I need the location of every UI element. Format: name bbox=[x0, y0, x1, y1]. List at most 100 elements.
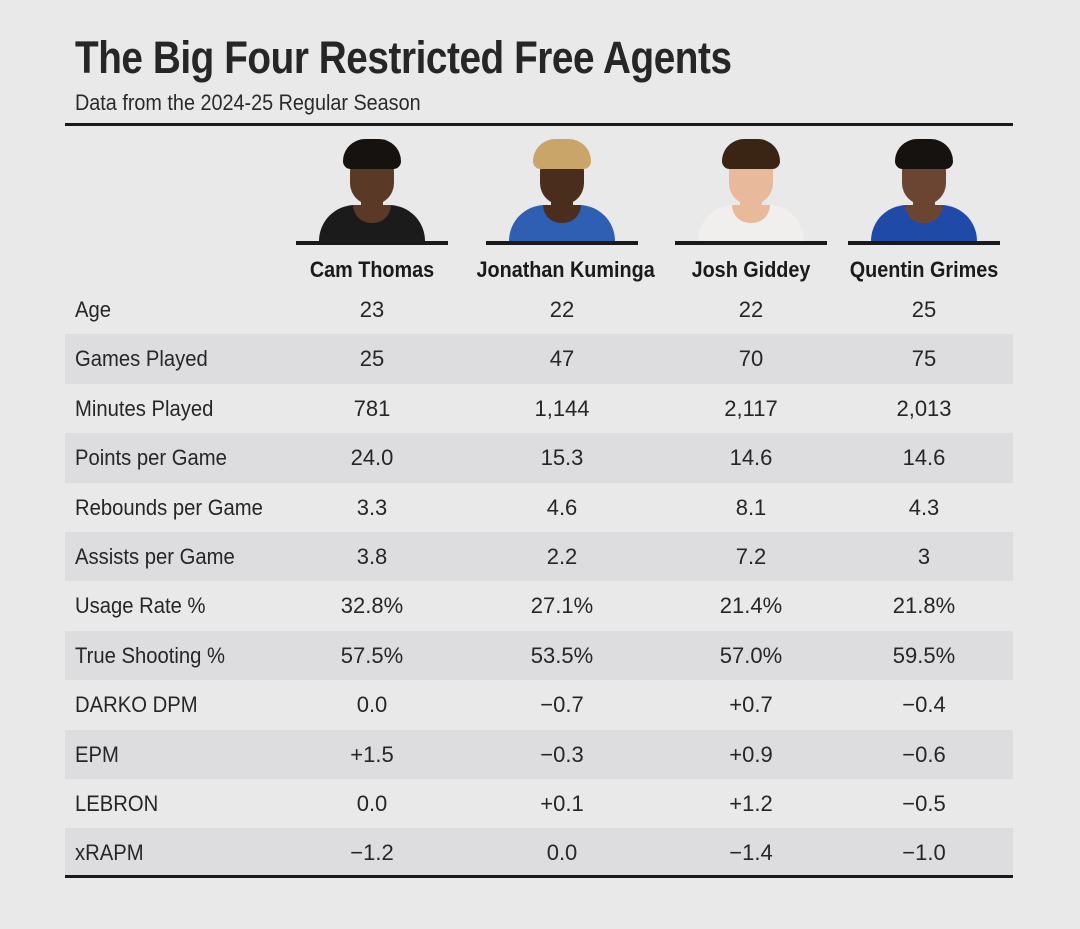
table-cell: 57.0% bbox=[719, 642, 783, 668]
table-cell: +1.5 bbox=[350, 741, 394, 767]
table-cell: 0.0 bbox=[356, 692, 388, 718]
row-label: Minutes Played bbox=[75, 395, 214, 421]
collar-shape bbox=[905, 205, 943, 223]
table-cell: 0.0 bbox=[546, 840, 578, 866]
top-rule bbox=[65, 123, 1013, 126]
table-cell: 57.5% bbox=[340, 642, 404, 668]
row-label: Assists per Game bbox=[75, 543, 235, 569]
hair-shape bbox=[895, 139, 953, 169]
table-row: Assists per Game 3.8 2.2 7.2 3 bbox=[65, 531, 1013, 582]
table-cell: +0.1 bbox=[540, 790, 584, 816]
table-cell: +0.7 bbox=[729, 692, 773, 718]
table-cell: 24.0 bbox=[350, 445, 394, 471]
table-cell: 7.2 bbox=[735, 543, 767, 569]
page-title: The Big Four Restricted Free Agents bbox=[75, 32, 732, 83]
table-cell: 4.3 bbox=[908, 494, 940, 520]
table-cell: −0.4 bbox=[902, 692, 946, 718]
player-column-0: Cam Thomas bbox=[277, 135, 467, 283]
table-cell: −0.7 bbox=[540, 692, 584, 718]
table-cell: 4.6 bbox=[546, 494, 578, 520]
row-label: Age bbox=[75, 297, 112, 322]
player-rule bbox=[296, 241, 448, 245]
hair-shape bbox=[722, 139, 780, 169]
table-cell: −1.0 bbox=[902, 840, 946, 866]
row-label: LEBRON bbox=[75, 790, 159, 816]
player-rule bbox=[675, 241, 827, 245]
player-column-2: Josh Giddey bbox=[656, 135, 846, 283]
table-cell: 75 bbox=[911, 346, 937, 372]
table-cell: 21.4% bbox=[719, 593, 783, 619]
page-subtitle: Data from the 2024-25 Regular Season bbox=[75, 90, 421, 115]
table-cell: −1.2 bbox=[350, 840, 394, 866]
player-column-3: Quentin Grimes bbox=[829, 135, 1019, 283]
table-cell: 15.3 bbox=[540, 445, 584, 471]
table-cell: +0.9 bbox=[729, 741, 773, 767]
row-label: Games Played bbox=[75, 346, 208, 372]
player-name: Cam Thomas bbox=[309, 257, 435, 282]
table-cell: 2.2 bbox=[546, 543, 578, 569]
table-cell: 27.1% bbox=[530, 593, 594, 619]
table-cell: 0.0 bbox=[356, 790, 388, 816]
table-cell: 32.8% bbox=[340, 593, 404, 619]
table-cell: 3 bbox=[917, 543, 931, 569]
table-cell: 3.3 bbox=[356, 494, 388, 520]
player-rule bbox=[848, 241, 1000, 245]
table-cell: 14.6 bbox=[729, 445, 773, 471]
jonathan-kuminga-headshot bbox=[497, 135, 627, 241]
hair-shape bbox=[533, 139, 591, 169]
table-cell: −1.4 bbox=[729, 840, 773, 866]
table-cell: 1,144 bbox=[534, 395, 590, 421]
player-name: Quentin Grimes bbox=[849, 257, 999, 282]
row-label: Usage Rate % bbox=[75, 593, 206, 619]
stats-table: Age 23 22 22 25 Games Played 25 47 70 75 Minutes P… bbox=[65, 285, 1013, 878]
table-row: True Shooting % 57.5% 53.5% 57.0% 59.5% bbox=[65, 630, 1013, 681]
table-cell: 21.8% bbox=[892, 593, 956, 619]
table-row: Usage Rate % 32.8% 27.1% 21.4% 21.8% bbox=[65, 581, 1013, 630]
table-row: Rebounds per Game 3.3 4.6 8.1 4.3 bbox=[65, 483, 1013, 532]
bottom-rule bbox=[65, 875, 1013, 878]
table-cell: −0.6 bbox=[902, 741, 946, 767]
row-label: EPM bbox=[75, 741, 119, 767]
player-name: Jonathan Kuminga bbox=[476, 257, 655, 282]
player-column-1: Jonathan Kuminga bbox=[467, 135, 657, 283]
table-cell: 781 bbox=[353, 395, 391, 421]
hair-shape bbox=[343, 139, 401, 169]
table-cell: −0.5 bbox=[902, 790, 946, 816]
row-label: Rebounds per Game bbox=[75, 494, 263, 520]
row-label: Points per Game bbox=[75, 445, 227, 471]
table-cell: 3.8 bbox=[356, 543, 388, 569]
player-rule bbox=[486, 241, 638, 245]
josh-giddey-headshot bbox=[686, 135, 816, 241]
table-cell: 23 bbox=[359, 297, 385, 322]
table-cell: −0.3 bbox=[540, 741, 584, 767]
table-cell: 2,013 bbox=[896, 395, 952, 421]
table-cell: 53.5% bbox=[530, 642, 594, 668]
table-row: LEBRON 0.0 +0.1 +1.2 −0.5 bbox=[65, 779, 1013, 828]
table-row: DARKO DPM 0.0 −0.7 +0.7 −0.4 bbox=[65, 680, 1013, 729]
player-name: Josh Giddey bbox=[691, 257, 811, 282]
table-cell: 22 bbox=[738, 297, 764, 322]
row-label: xRAPM bbox=[75, 840, 144, 866]
row-label: DARKO DPM bbox=[75, 692, 198, 718]
table-row: Games Played 25 47 70 75 bbox=[65, 334, 1013, 384]
table-cell: 2,117 bbox=[724, 395, 778, 421]
table-cell: 25 bbox=[359, 346, 385, 372]
table-row: xRAPM −1.2 0.0 −1.4 −1.0 bbox=[65, 828, 1013, 878]
table-cell: 59.5% bbox=[892, 642, 956, 668]
table-cell: 8.1 bbox=[735, 494, 767, 520]
collar-shape bbox=[732, 205, 770, 223]
table-cell: 25 bbox=[911, 297, 937, 322]
collar-shape bbox=[543, 205, 581, 223]
table-cell: 22 bbox=[549, 297, 575, 322]
row-label: True Shooting % bbox=[75, 642, 226, 668]
table-row: Age 23 22 22 25 bbox=[65, 285, 1013, 334]
quentin-grimes-headshot bbox=[859, 135, 989, 241]
table-cell: 47 bbox=[549, 346, 575, 372]
table-row: Points per Game 24.0 15.3 14.6 14.6 bbox=[65, 433, 1013, 483]
table-row: Minutes Played 781 1,144 2,117 2,013 bbox=[65, 384, 1013, 433]
cam-thomas-headshot bbox=[307, 135, 437, 241]
collar-shape bbox=[353, 205, 391, 223]
table-row: EPM +1.5 −0.3 +0.9 −0.6 bbox=[65, 729, 1013, 779]
table-cell: +1.2 bbox=[729, 790, 773, 816]
table-cell: 70 bbox=[738, 346, 764, 372]
